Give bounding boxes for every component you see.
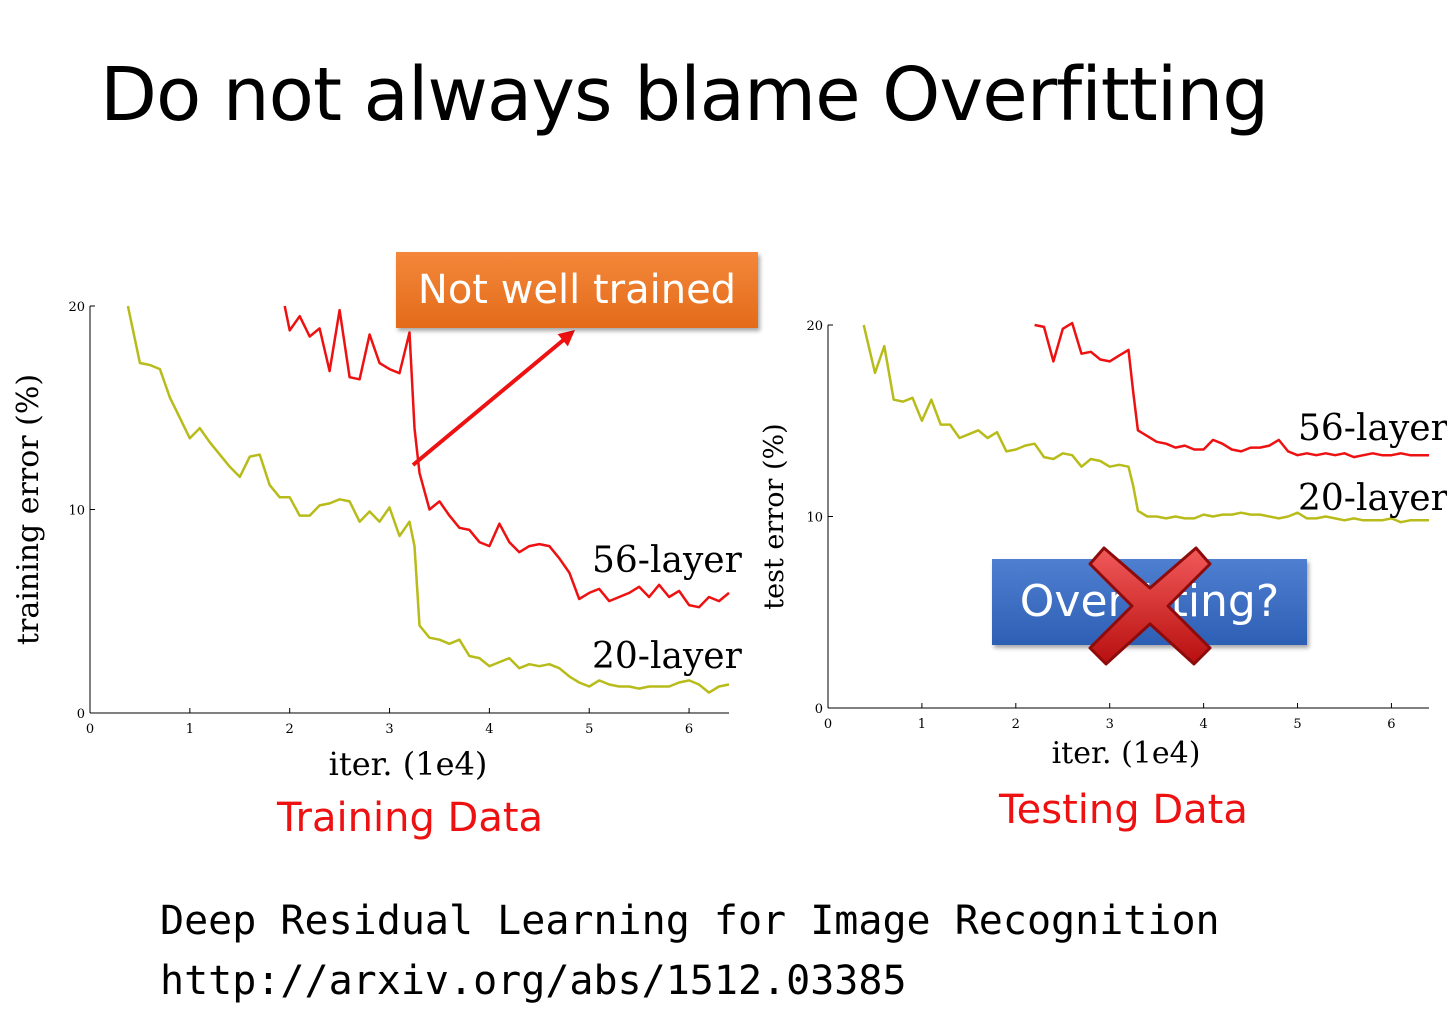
x-tick-label: 4 — [485, 722, 493, 737]
reference-title: Deep Residual Learning for Image Recogni… — [160, 898, 1220, 944]
x-tick-label: 1 — [186, 722, 194, 737]
not-well-trained-callout: Not well trained — [396, 252, 758, 328]
y-tick-label: 20 — [806, 319, 823, 334]
arrow-icon — [411, 335, 569, 467]
x-tick-label: 4 — [1199, 717, 1207, 732]
y-tick-label: 0 — [77, 707, 85, 722]
x-tick-label: 6 — [685, 722, 693, 737]
chart-caption-training: Training Data — [277, 795, 544, 841]
x-axis-label: iter. (1e4) — [329, 745, 488, 783]
x-tick-label: 1 — [918, 717, 926, 732]
y-tick-label: 0 — [815, 702, 823, 717]
annotations — [411, 330, 575, 467]
chart-caption-testing: Testing Data — [999, 787, 1248, 833]
x-tick-label: 2 — [1012, 717, 1020, 732]
x-tick-label: 3 — [1106, 717, 1114, 732]
x-tick-label: 6 — [1387, 717, 1395, 732]
y-tick-label: 20 — [68, 300, 85, 315]
series-line-56-layer — [283, 305, 730, 609]
reference-url[interactable]: http://arxiv.org/abs/1512.03385 — [160, 958, 907, 1004]
x-tick-label: 0 — [824, 717, 832, 732]
x-tick-label: 5 — [585, 722, 593, 737]
chart-training: 0 1 2 3 4 5 6 0 10 20 iter. (1e4) training error (%… — [11, 300, 743, 783]
series-label-56-layer: 56-layer — [592, 540, 743, 581]
y-tick-label: 10 — [806, 511, 823, 526]
series-label-56-layer: 56-layer — [1298, 408, 1447, 449]
x-axis-label: iter. (1e4) — [1052, 736, 1201, 771]
x-tick-label: 0 — [86, 722, 94, 737]
slide-title: Do not always blame Overfitting — [100, 52, 1269, 138]
y-axis-label: test error (%) — [759, 423, 790, 609]
y-tick-label: 10 — [68, 504, 85, 519]
x-tick-label: 2 — [286, 722, 294, 737]
series-label-20-layer: 20-layer — [592, 636, 743, 677]
series-label-20-layer: 20-layer — [1298, 478, 1447, 519]
chart-testing: 0 1 2 3 4 5 6 0 10 20 iter. (1e4) test error (%) 56-… — [759, 319, 1447, 771]
x-tick-label: 3 — [385, 722, 393, 737]
arrow-head-icon — [557, 330, 575, 347]
red-cross-icon — [1088, 546, 1212, 666]
y-axis-label: training error (%) — [11, 374, 46, 645]
series-line-20-layer — [862, 324, 1429, 524]
series-line-20-layer — [126, 305, 730, 694]
series-line-56-layer — [1034, 321, 1429, 459]
x-tick-label: 5 — [1293, 717, 1301, 732]
